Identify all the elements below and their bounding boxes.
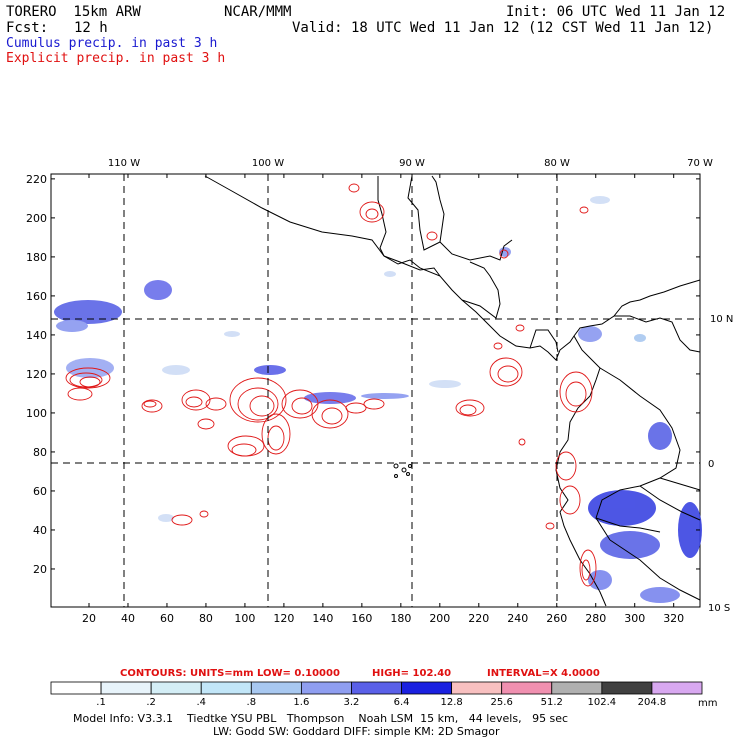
lon-label-100w: 100 W (252, 158, 284, 169)
explicit-legend: Explicit precip. in past 3 h (6, 51, 226, 66)
colorbar-labels: .1 .2 .4 .8 1.6 3.2 6.4 12.8 25.6 51.2 102.4 204.8 (96, 697, 666, 708)
y-tick-label: 220 (26, 173, 47, 186)
colorbar-label: 204.8 (638, 697, 667, 708)
cumulus-precip (54, 247, 702, 603)
colorbar-swatch (100, 681, 152, 695)
y-tick-label: 40 (33, 524, 47, 537)
y-tick-label: 200 (26, 212, 47, 225)
colorbar-label: 12.8 (440, 697, 462, 708)
x-tick-label: 120 (273, 612, 294, 625)
lon-label-70w: 70 W (687, 158, 713, 169)
y-tick-label: 20 (33, 563, 47, 576)
x-tick-label: 280 (585, 612, 606, 625)
y-axis-ticks: 220 200 180 160 140 120 100 80 60 40 20 (26, 173, 700, 576)
y-tick-label: 100 (26, 407, 47, 420)
colorbar-swatch (300, 681, 352, 695)
colorbar-label: 3.2 (344, 697, 360, 708)
colorbar-swatch (551, 681, 603, 695)
model-title: TORERO 15km ARW (6, 4, 141, 20)
latitude-labels: 10 N 0 10 S (708, 314, 733, 614)
lat-label-10n: 10 N (710, 314, 733, 325)
y-tick-label: 160 (26, 290, 47, 303)
init-time: Init: 06 UTC Wed 11 Jan 12 (506, 4, 726, 20)
colorbar-label: 25.6 (491, 697, 513, 708)
x-tick-label: 240 (507, 612, 528, 625)
x-tick-label: 100 (234, 612, 255, 625)
lon-label-110w: 110 W (108, 158, 140, 169)
colorbar-swatch (401, 681, 453, 695)
contour-interval: INTERVAL=X 4.0000 (487, 668, 600, 679)
lat-label-0: 0 (708, 459, 714, 470)
colorbar-unit: mm (698, 698, 717, 709)
y-tick-label: 120 (26, 368, 47, 381)
x-tick-label: 180 (390, 612, 411, 625)
colorbar-label: 102.4 (588, 697, 617, 708)
x-tick-label: 140 (312, 612, 333, 625)
x-tick-label: 320 (663, 612, 684, 625)
colorbar-swatch (501, 681, 553, 695)
colorbar-label: 51.2 (541, 697, 563, 708)
x-tick-label: 20 (82, 612, 96, 625)
physics-info: LW: Godd SW: Goddard DIFF: simple KM: 2D… (213, 725, 500, 738)
organization: NCAR/MMM (224, 4, 292, 20)
contour-info: CONTOURS: UNITS=mm LOW= 0.10000 HIGH= 10… (120, 668, 600, 679)
y-tick-label: 80 (33, 446, 47, 459)
x-tick-label: 60 (160, 612, 174, 625)
x-tick-label: 80 (199, 612, 213, 625)
cumulus-legend: Cumulus precip. in past 3 h (6, 36, 218, 51)
colorbar-swatch (250, 681, 302, 695)
colorbar-label: .8 (247, 697, 257, 708)
colorbar-label: .2 (146, 697, 156, 708)
x-tick-label: 220 (468, 612, 489, 625)
contour-high: HIGH= 102.40 (372, 668, 451, 679)
lon-label-90w: 90 W (399, 158, 425, 169)
colorbar-label: .1 (96, 697, 106, 708)
forecast-value: 12 h (74, 20, 108, 36)
x-axis-ticks: 20 40 60 80 100 120 140 160 180 200 220 240 260 280 30… (82, 174, 684, 625)
light-precip (158, 196, 610, 522)
x-tick-label: 40 (121, 612, 135, 625)
lat-label-10s: 10 S (708, 603, 730, 614)
y-tick-label: 180 (26, 251, 47, 264)
lon-label-80w: 80 W (544, 158, 570, 169)
lat-lon-grid (51, 174, 700, 607)
y-tick-label: 60 (33, 485, 47, 498)
forecast-label: Fcst: (6, 20, 49, 36)
explicit-precip-contours (65, 183, 597, 587)
longitude-labels: 110 W 100 W 90 W 80 W 70 W (108, 158, 713, 169)
colorbar-swatch (601, 681, 653, 695)
x-tick-label: 300 (624, 612, 645, 625)
colorbar-swatch (351, 681, 402, 695)
model-info: Model Info: V3.3.1 Tiedtke YSU PBL Thomp… (73, 712, 569, 725)
colorbar-label: 1.6 (293, 697, 309, 708)
x-tick-label: 200 (429, 612, 450, 625)
y-tick-label: 140 (26, 329, 47, 342)
x-tick-label: 260 (546, 612, 567, 625)
colorbar-swatch (200, 681, 252, 695)
colorbar-swatch (50, 681, 102, 695)
colorbar-label: .4 (196, 697, 206, 708)
colorbar-swatch (150, 681, 202, 695)
colorbar (50, 681, 703, 695)
x-tick-label: 160 (351, 612, 372, 625)
colorbar-label: 6.4 (394, 697, 410, 708)
contour-units: CONTOURS: UNITS=mm LOW= 0.10000 (120, 668, 340, 679)
coastlines (204, 175, 701, 607)
colorbar-swatch (651, 681, 703, 695)
valid-time: Valid: 18 UTC Wed 11 Jan 12 (12 CST Wed … (292, 20, 714, 36)
colorbar-swatch (451, 681, 503, 695)
